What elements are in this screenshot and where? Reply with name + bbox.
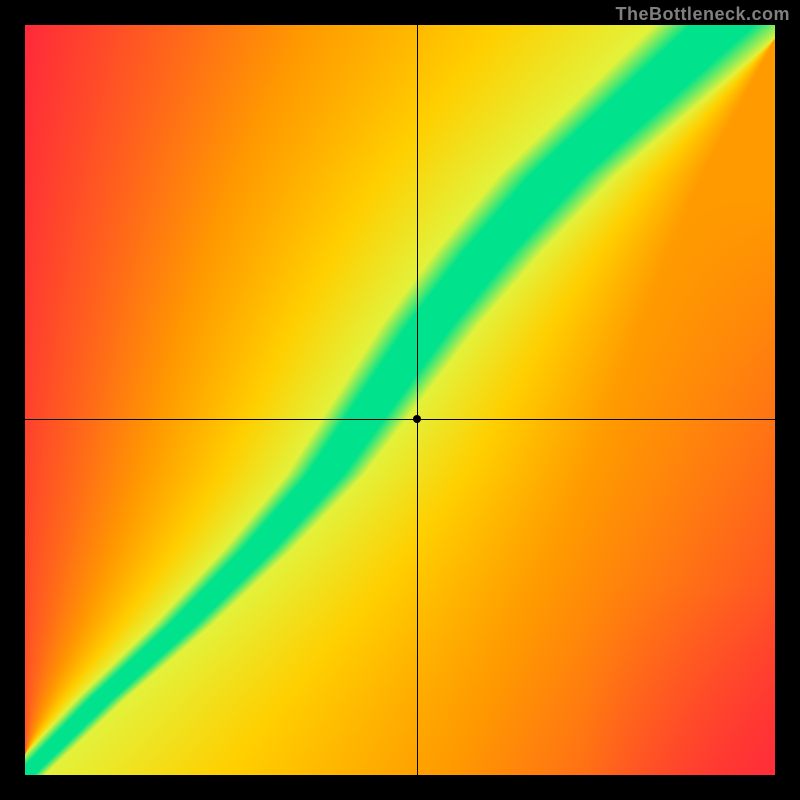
crosshair-vertical — [417, 25, 418, 775]
crosshair-marker-dot — [413, 415, 421, 423]
bottleneck-heatmap — [25, 25, 775, 775]
chart-frame — [25, 25, 775, 775]
watermark-text: TheBottleneck.com — [615, 4, 790, 25]
crosshair-horizontal — [25, 419, 775, 420]
